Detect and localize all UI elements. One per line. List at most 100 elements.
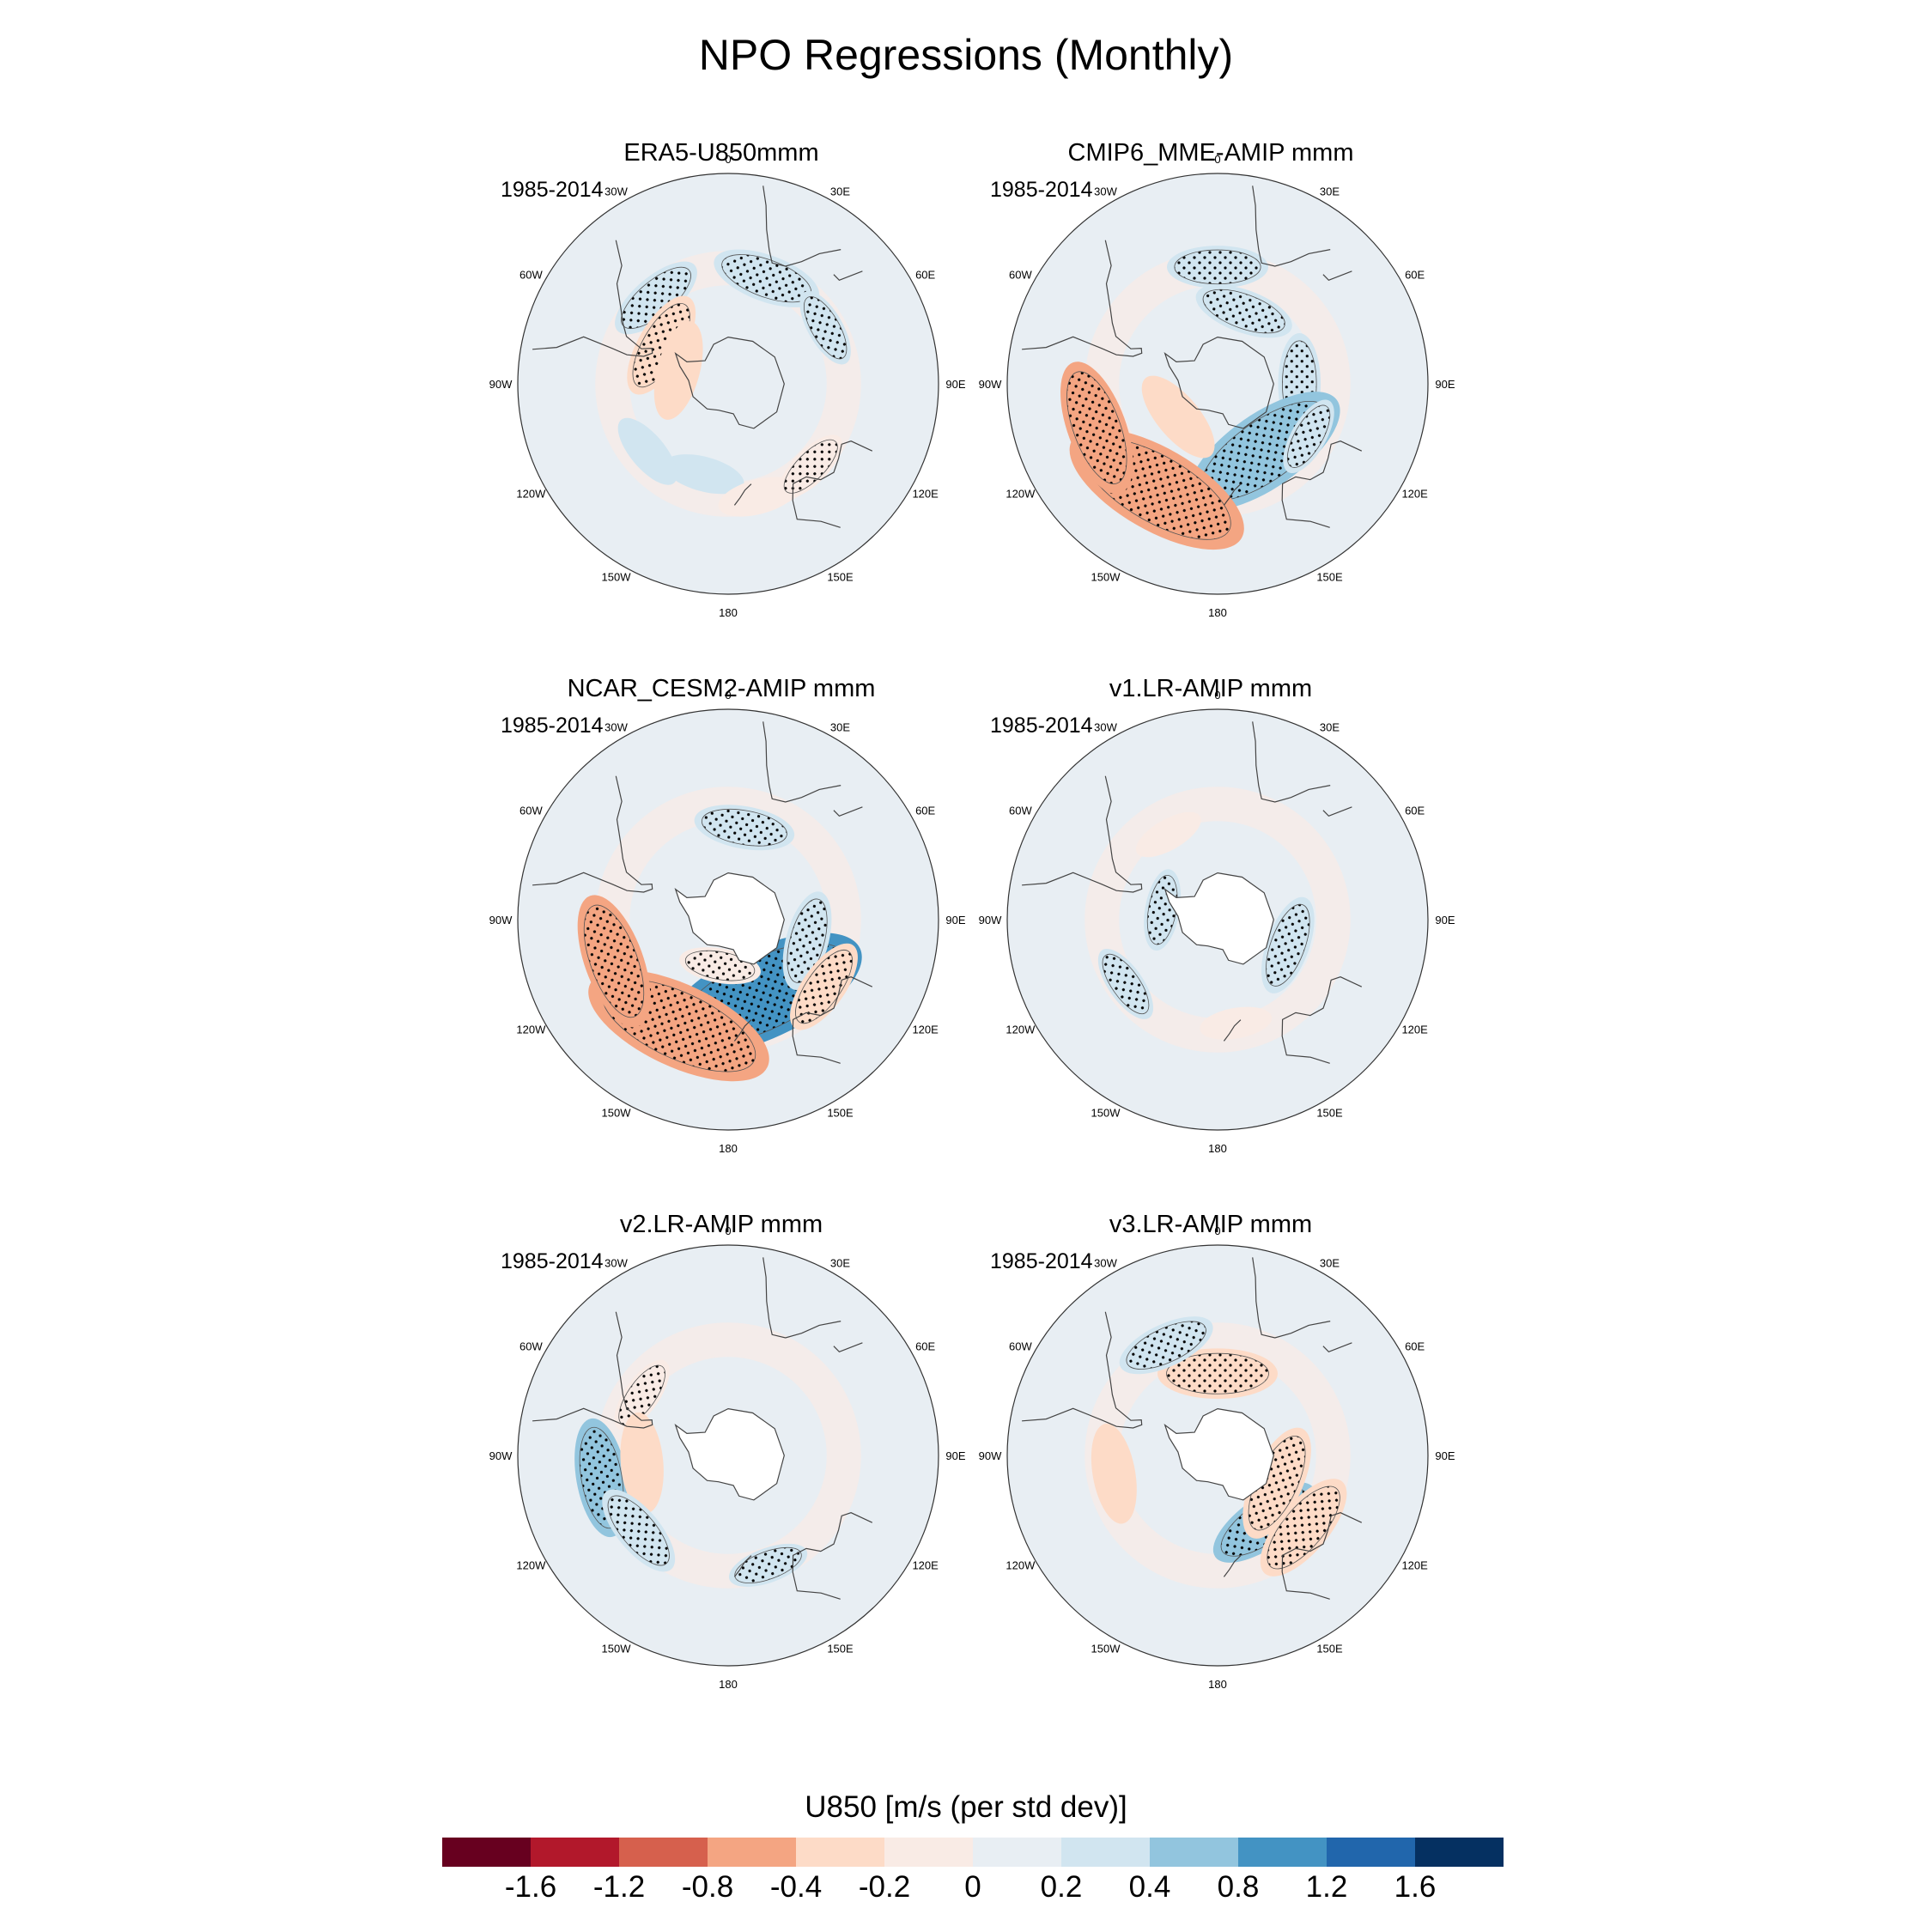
colorbar-segment bbox=[708, 1838, 797, 1867]
map-border bbox=[517, 173, 939, 595]
significance-stipple bbox=[1266, 903, 1310, 987]
significance-stipple bbox=[607, 1495, 670, 1566]
longitude-label: 60E bbox=[1405, 1340, 1425, 1353]
longitude-label: 30E bbox=[830, 185, 850, 197]
longitude-label: 0 bbox=[1214, 689, 1220, 702]
significance-stipple bbox=[1174, 249, 1261, 285]
coastline bbox=[833, 806, 863, 817]
longitude-label: 150W bbox=[1091, 1643, 1121, 1656]
coastline bbox=[1252, 1257, 1331, 1339]
longitude-label: 180 bbox=[719, 606, 738, 619]
colorbar-segment bbox=[1327, 1838, 1416, 1867]
longitude-label: 0 bbox=[725, 1224, 731, 1237]
panel-period: 1985-2014 bbox=[501, 714, 604, 738]
map-border bbox=[1006, 173, 1429, 595]
longitude-label: 60W bbox=[1009, 1340, 1032, 1353]
coastline bbox=[1022, 1311, 1143, 1429]
longitude-label: 120W bbox=[516, 1024, 546, 1036]
significance-stipple bbox=[734, 1546, 802, 1583]
significance-stipple bbox=[684, 950, 756, 981]
coastline bbox=[792, 976, 873, 1064]
polar-map: 0 30E 60E 90E 120E 150E 180 150W 120W 90W 60W 30W bbox=[979, 153, 1455, 619]
significance-stipple bbox=[1166, 1352, 1269, 1394]
panel-cmip6-mme: CMIP6_MME-AMIP mmm 1985-2014 0 30E 60E 90E 1… bbox=[970, 139, 1455, 654]
coastline bbox=[762, 1257, 841, 1339]
colorbar-segment bbox=[1061, 1838, 1151, 1867]
anomaly-blob bbox=[653, 321, 703, 420]
coastline bbox=[532, 1311, 653, 1429]
coastline bbox=[1322, 806, 1352, 817]
significance-stipple bbox=[583, 904, 645, 1018]
colorbar-tick-label: 1.6 bbox=[1394, 1870, 1437, 1904]
coastline bbox=[1223, 1555, 1242, 1577]
coastline bbox=[733, 1555, 752, 1577]
longitude-label: 150E bbox=[1316, 571, 1343, 584]
longitude-label: 0 bbox=[725, 153, 731, 166]
coastline bbox=[833, 270, 863, 282]
longitude-label: 0 bbox=[1214, 153, 1220, 166]
antarctica-coastline bbox=[674, 336, 785, 429]
longitude-label: 60W bbox=[1009, 269, 1032, 282]
longitude-label: 90E bbox=[1435, 914, 1455, 927]
longitude-label: 90W bbox=[979, 914, 1002, 927]
colorbar-tick-label: 1.2 bbox=[1305, 1870, 1348, 1904]
longitude-label: 180 bbox=[1208, 1678, 1227, 1691]
longitude-label: 60W bbox=[519, 805, 543, 817]
colorbar-segment bbox=[1150, 1838, 1239, 1867]
colorbar-tick-label: -0.8 bbox=[681, 1870, 734, 1904]
anomaly-blob bbox=[664, 454, 744, 495]
longitude-label: 30E bbox=[830, 1256, 850, 1269]
longitude-label: 150E bbox=[827, 571, 854, 584]
coastline bbox=[762, 185, 841, 267]
polar-map: 0 30E 60E 90E 120E 150E 180 150W 120W 90W 60W 30W bbox=[979, 689, 1455, 1155]
longitude-label: 30E bbox=[1320, 1256, 1340, 1269]
colorbar-labels: -1.6 -1.2 -0.8 -0.4 -0.2 0 0.2 0.4 0.8 1.2 1.6 bbox=[0, 1870, 1932, 1913]
significance-stipple bbox=[1126, 1321, 1206, 1370]
longitude-label: 60W bbox=[1009, 805, 1032, 817]
colorbar-tick-label: -1.6 bbox=[504, 1870, 557, 1904]
colorbar-tick-label: 0.2 bbox=[1040, 1870, 1083, 1904]
colorbar-tick-label: 0.4 bbox=[1128, 1870, 1171, 1904]
panel-v1-lr: v1.LR-AMIP mmm 1985-2014 0 30E 60E 90E 120E 1… bbox=[970, 675, 1455, 1190]
longitude-label: 30E bbox=[1320, 720, 1340, 733]
panel-title: v3.LR-AMIP mmm bbox=[1109, 1211, 1313, 1238]
longitude-label: 90W bbox=[489, 914, 513, 927]
longitude-label: 60E bbox=[1405, 269, 1425, 282]
antarctica-coastline bbox=[1163, 872, 1274, 965]
polar-map: 0 30E 60E 90E 120E 150E 180 150W 120W 90W 60W 30W bbox=[489, 689, 966, 1155]
longitude-label: 30W bbox=[605, 1256, 628, 1269]
panel-title: ERA5-U850mmm bbox=[623, 139, 819, 167]
longitude-label: 90E bbox=[945, 378, 965, 391]
significance-stipple bbox=[1102, 953, 1150, 1015]
longitude-label: 30W bbox=[1094, 1256, 1117, 1269]
panel-period: 1985-2014 bbox=[501, 178, 604, 202]
longitude-label: 150E bbox=[1316, 1107, 1343, 1120]
longitude-label: 120E bbox=[1401, 1024, 1428, 1036]
coastline bbox=[1022, 240, 1143, 357]
longitude-label: 90E bbox=[1435, 1449, 1455, 1462]
significance-stipple bbox=[1286, 404, 1331, 468]
anomaly-blob bbox=[1135, 811, 1201, 858]
anomaly-blob bbox=[1141, 375, 1215, 459]
longitude-label: 90W bbox=[489, 1449, 513, 1462]
panel-title: CMIP6_MME-AMIP mmm bbox=[1067, 139, 1354, 167]
longitude-label: 30E bbox=[1320, 185, 1340, 197]
longitude-label: 60E bbox=[915, 1340, 935, 1353]
panel-v2-lr: v2.LR-AMIP mmm 1985-2014 0 30E 60E 90E 120E 1… bbox=[481, 1211, 966, 1726]
longitude-label: 150W bbox=[1091, 571, 1121, 584]
colorbar-segment bbox=[973, 1838, 1062, 1867]
anomaly-blob bbox=[718, 477, 799, 517]
coastline bbox=[792, 440, 873, 528]
coastline bbox=[733, 483, 752, 506]
longitude-label: 180 bbox=[719, 1142, 738, 1155]
longitude-label: 180 bbox=[719, 1678, 738, 1691]
coastline bbox=[1252, 185, 1331, 267]
longitude-label: 90E bbox=[945, 1449, 965, 1462]
significance-stipple bbox=[1267, 1485, 1340, 1570]
coastline bbox=[733, 1019, 752, 1042]
colorbar-segment bbox=[884, 1838, 974, 1867]
panel-title: NCAR_CESM2-AMIP mmm bbox=[567, 675, 876, 702]
coastline bbox=[1252, 721, 1331, 803]
map-border bbox=[1006, 708, 1429, 1131]
longitude-label: 150E bbox=[1316, 1643, 1343, 1656]
